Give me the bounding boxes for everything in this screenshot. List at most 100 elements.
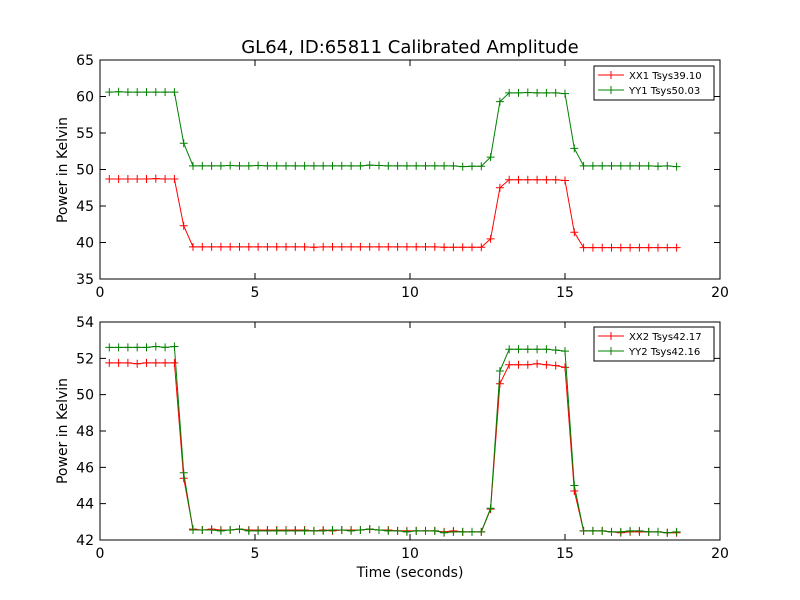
top-series-0-point: [328, 242, 337, 251]
bottom-series-1-point: [607, 527, 616, 536]
top-series-1-point: [365, 161, 374, 170]
bottom-series-1-point: [672, 527, 681, 536]
top-series-1-point: [384, 161, 393, 170]
top-series-0-point: [551, 175, 560, 184]
chart-title: GL64, ID:65811 Calibrated Amplitude: [241, 37, 579, 58]
top-series-0-point: [430, 242, 439, 251]
top-series-0-point: [598, 243, 607, 252]
top-series-1-point: [440, 161, 449, 170]
top-series-1-point: [328, 161, 337, 170]
top-y-tick-label: 60: [76, 90, 94, 106]
top-series-1-point: [272, 161, 281, 170]
bottom-series-0-point: [114, 358, 123, 367]
bottom-y-tick-label: 52: [76, 351, 94, 367]
bottom-series-1-point: [514, 345, 523, 354]
bottom-series-0-point: [142, 358, 151, 367]
bottom-series-1-point: [328, 526, 337, 535]
top-series-0-point: [105, 174, 114, 183]
top-series-1-point: [468, 162, 476, 171]
top-series-1-point: [105, 88, 114, 97]
bottom-legend-marker-1: [607, 347, 615, 355]
bottom-series-1-point: [263, 526, 272, 535]
top-series-0-point: [356, 242, 365, 251]
top-series-1-point: [263, 161, 272, 170]
top-series-0-point: [263, 242, 272, 251]
bottom-series-1-point: [551, 346, 560, 355]
bottom-series-0-point: [505, 360, 514, 369]
top-series-0-point: [189, 242, 197, 251]
top-series-1-point: [244, 161, 253, 170]
bottom-y-tick-label: 46: [76, 460, 94, 476]
top-series-1-point: [235, 161, 244, 170]
top-series-1-point: [412, 161, 421, 170]
bottom-y-tick-label: 48: [76, 424, 94, 440]
bottom-x-tick-label: 0: [96, 546, 105, 562]
top-series-1-point: [663, 161, 672, 170]
top-series-0-point: [309, 243, 318, 252]
top-series-1-point: [533, 88, 542, 97]
top-series-0-point: [142, 174, 151, 183]
bottom-x-tick-label: 15: [556, 546, 574, 562]
top-series-0-point: [644, 243, 653, 252]
top-series-1-point: [523, 88, 532, 97]
top-series-1-point: [495, 97, 504, 106]
bottom-series-1-point: [319, 526, 328, 535]
bottom-y-tick-label: 54: [76, 315, 94, 331]
top-series-0-point: [458, 243, 467, 252]
top-y-axis-label: Power in Kelvin: [55, 117, 71, 223]
top-series-1-point: [375, 161, 383, 170]
bottom-series-1-point: [142, 343, 151, 352]
top-series-1-point: [123, 88, 132, 97]
top-x-tick-label: 0: [96, 285, 105, 301]
top-series-1-point: [151, 88, 160, 97]
bottom-series-1-point: [272, 526, 281, 535]
bottom-series-1-point: [430, 526, 439, 535]
top-series-0-point: [635, 243, 644, 252]
bottom-legend-marker-0: [607, 332, 615, 340]
top-x-tick-label: 15: [556, 285, 574, 301]
top-legend-frame: [593, 65, 715, 101]
top-series-1-point: [616, 161, 625, 170]
bottom-series-0-point: [170, 358, 179, 367]
bottom-series-1-point: [170, 342, 179, 351]
bottom-series-0-point: [542, 360, 551, 369]
bottom-series-1-point: [365, 525, 374, 534]
bottom-series-1-point: [626, 526, 635, 535]
top-series-0-point: [161, 174, 170, 183]
top-series-0-point: [412, 242, 421, 251]
top-series-0-point: [579, 243, 588, 252]
bottom-series-1-point: [384, 526, 393, 535]
top-series-0-point: [486, 234, 495, 243]
top-series-0-point: [291, 242, 300, 251]
top-series-0-point: [402, 242, 411, 251]
bottom-series-1-point: [337, 526, 346, 535]
top-panel: 0 5 10 15 20 35 40 45 50 55 60 65 Power in Kelvin X…: [55, 53, 729, 301]
top-series-0-point: [384, 242, 393, 251]
bottom-series-1-point: [133, 343, 142, 352]
bottom-series-1-point: [598, 526, 607, 535]
top-series-1-point: [216, 161, 225, 170]
bottom-series-1-point: [412, 526, 421, 535]
top-series-0-point: [542, 175, 551, 184]
bottom-series-1-point: [542, 345, 551, 354]
top-series-1-point: [654, 162, 662, 171]
bottom-series-1-point: [579, 526, 588, 535]
bottom-series-1-point: [663, 528, 672, 537]
top-legend-marker-0: [607, 71, 615, 79]
bottom-series-1-point: [226, 526, 235, 535]
bottom-series-0-point: [551, 361, 560, 370]
bottom-x-axis-label: Time (seconds): [356, 565, 464, 581]
top-series-1-point: [561, 89, 569, 98]
bottom-series-0-point: [123, 358, 132, 367]
top-series-1-point: [579, 161, 588, 170]
bottom-series-1-point: [254, 526, 263, 535]
top-series-0-point: [607, 243, 616, 252]
top-series-0-point: [505, 175, 514, 184]
top-legend-label-1: YY1 Tsys50.03: [628, 86, 700, 97]
bottom-series-1-point: [244, 526, 253, 535]
top-series-1-point: [393, 161, 402, 170]
top-y-tick-label: 45: [76, 199, 94, 215]
top-series-1-point: [133, 88, 142, 97]
bottom-series-0-point: [105, 358, 114, 367]
